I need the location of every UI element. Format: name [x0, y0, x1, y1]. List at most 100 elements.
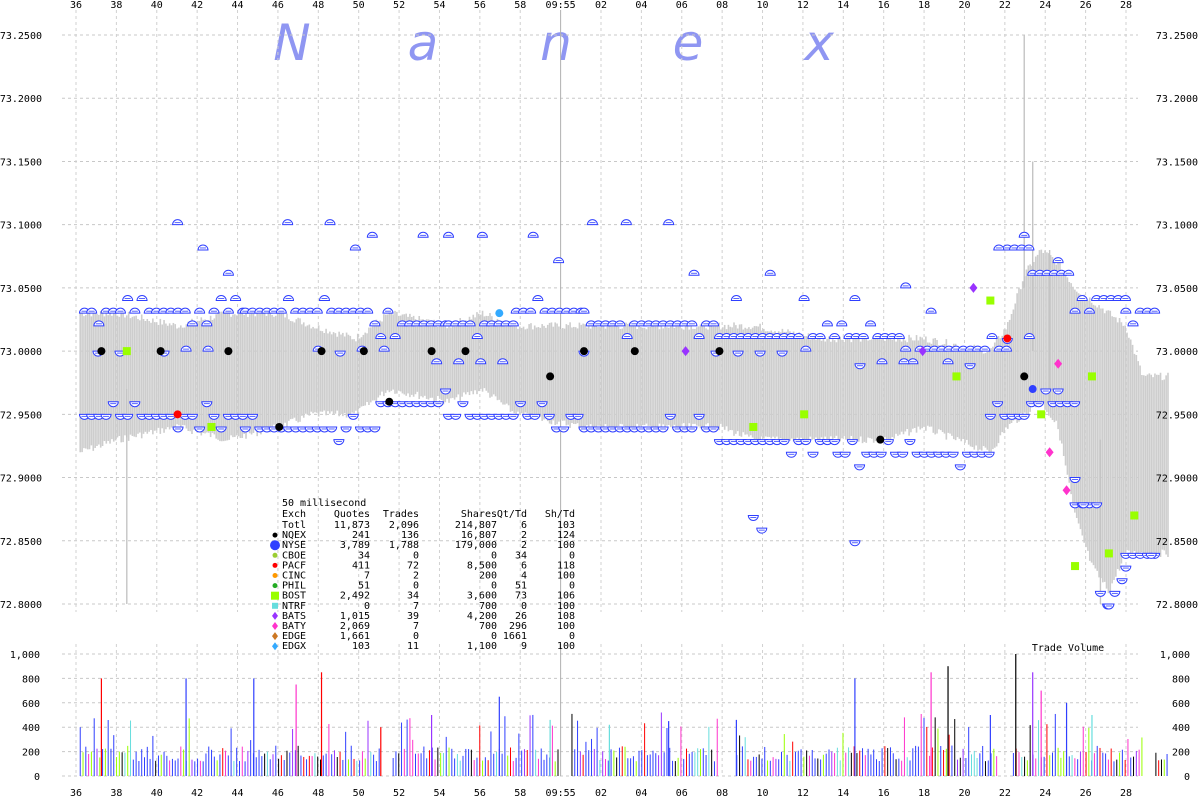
x-tick-label-top: 50 — [353, 0, 365, 11]
x-tick-label-bottom: 20 — [958, 788, 970, 799]
quote-ask-glyph — [369, 320, 381, 327]
quote-bid-glyph — [543, 413, 555, 420]
quote-ask-glyph — [311, 307, 323, 314]
quote-marker — [664, 413, 676, 420]
quote-ask-glyph — [417, 231, 429, 238]
quote-marker — [821, 320, 833, 327]
stats-cell: 103 — [557, 520, 575, 531]
quote-ask-glyph — [893, 333, 905, 339]
quote-marker — [1094, 590, 1106, 597]
quote-ask-glyph — [986, 333, 998, 339]
volume-tick-left: 1,000 — [10, 650, 40, 661]
y-tick-label-left: 73.2500 — [0, 31, 42, 42]
stats-cell: 0 — [364, 601, 370, 612]
stats-header: Sh/Td — [545, 509, 575, 520]
quote-marker — [1127, 320, 1139, 327]
stats-cell: 3,789 — [340, 540, 370, 551]
x-tick-label-bottom: 08 — [716, 788, 728, 799]
stats-cell: 72 — [407, 560, 419, 571]
quote-ask-glyph — [836, 320, 848, 327]
quote-marker — [282, 219, 294, 226]
quote-marker — [1052, 388, 1064, 395]
quote-marker — [586, 219, 598, 226]
quote-bid-glyph — [849, 540, 861, 547]
stats-cell: 0 — [491, 631, 497, 642]
stats-header: Quotes — [334, 509, 370, 520]
trade-square — [986, 296, 995, 305]
y-tick-label-left: 73.0500 — [0, 284, 42, 295]
quote-marker — [829, 333, 841, 339]
quote-marker — [194, 307, 206, 314]
quote-marker — [857, 333, 869, 339]
stats-header: Trades — [383, 509, 419, 520]
quote-bid-glyph — [875, 451, 887, 458]
quote-marker — [222, 269, 234, 276]
quote-bid-glyph — [239, 426, 251, 433]
stats-cell: NTRF — [282, 601, 306, 612]
trade-dot — [275, 422, 284, 431]
quote-ask-glyph — [525, 307, 537, 314]
quote-bid-glyph — [347, 413, 359, 420]
quote-marker — [578, 307, 590, 314]
stats-cell: BOST — [282, 591, 306, 602]
quote-marker — [382, 307, 394, 314]
trade-dot — [630, 347, 639, 356]
stats-cell: 108 — [557, 611, 575, 622]
y-tick-label-left: 72.8000 — [0, 600, 42, 611]
quote-marker — [186, 413, 198, 420]
quote-ask-glyph — [663, 219, 675, 226]
quote-marker — [854, 363, 866, 370]
x-tick-label-top: 56 — [474, 0, 486, 11]
quote-marker — [1091, 502, 1103, 509]
quote-ask-glyph — [1018, 231, 1030, 238]
stats-cell: 3,600 — [467, 591, 497, 602]
stats-cell: 0 — [413, 581, 419, 592]
legend-marker — [272, 622, 278, 630]
x-tick-label-top: 04 — [635, 0, 647, 11]
quote-marker — [389, 333, 401, 339]
y-tick-label-right: 72.8000 — [1156, 600, 1198, 611]
quote-marker — [86, 307, 98, 314]
watermark-letter: N — [273, 14, 310, 72]
stats-cell: 4,200 — [467, 611, 497, 622]
watermark-letter: x — [802, 14, 834, 72]
quote-ask-glyph — [431, 358, 443, 365]
trade-diamond — [1062, 485, 1071, 496]
quote-bid-glyph — [129, 401, 141, 408]
quote-marker — [686, 320, 698, 327]
stats-cell: 200 — [479, 571, 497, 582]
quote-marker — [347, 413, 359, 420]
quote-bid-glyph — [984, 413, 996, 420]
stats-cell: 100 — [557, 540, 575, 551]
trade-square — [1130, 511, 1139, 520]
quote-bid-glyph — [756, 527, 768, 534]
y-tick-label-right: 73.2500 — [1156, 31, 1198, 42]
quote-bid-glyph — [201, 401, 213, 408]
quote-bid-glyph — [507, 413, 519, 420]
quote-marker — [572, 413, 584, 420]
stats-cell: 700 — [479, 621, 497, 632]
x-tick-label-top: 24 — [1039, 0, 1051, 11]
stats-cell: 1,661 — [340, 631, 370, 642]
quote-ask-glyph — [979, 345, 991, 352]
quote-ask-glyph — [201, 320, 213, 327]
quote-marker — [440, 388, 452, 395]
volume-title: Trade Volume — [1032, 643, 1104, 654]
stats-cell: 2,096 — [389, 520, 419, 531]
trade-square — [1087, 372, 1096, 381]
stats-cell: 2 — [521, 540, 527, 551]
quote-marker — [756, 527, 768, 534]
trade-square — [800, 410, 809, 419]
quote-ask-glyph — [614, 320, 626, 327]
quote-marker — [925, 307, 937, 314]
quote-marker — [793, 333, 805, 339]
trade-square — [749, 422, 758, 431]
x-tick-label-bottom: 18 — [918, 788, 930, 799]
quote-marker — [172, 426, 184, 433]
x-tick-label-top: 36 — [70, 0, 82, 11]
x-tick-label-top: 08 — [716, 0, 728, 11]
y-tick-label-right: 73.1500 — [1156, 157, 1198, 168]
legend-marker — [272, 573, 278, 578]
quote-marker — [814, 333, 826, 339]
legend-marker — [272, 602, 278, 609]
